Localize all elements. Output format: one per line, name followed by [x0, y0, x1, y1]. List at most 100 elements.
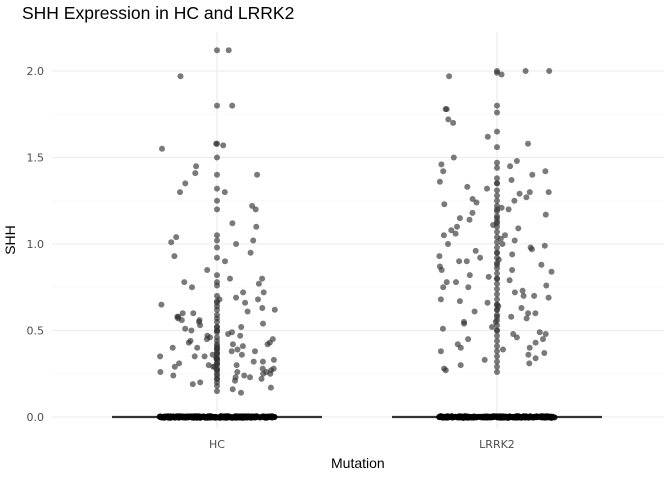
data-point	[511, 197, 518, 204]
y-tick-label: 1.0	[27, 238, 45, 251]
data-point	[260, 289, 267, 296]
data-point	[438, 267, 445, 273]
data-point	[498, 71, 505, 78]
data-point	[547, 413, 554, 420]
data-point	[234, 369, 241, 375]
data-point	[494, 175, 500, 182]
data-point	[477, 254, 484, 261]
data-point	[494, 313, 500, 320]
data-point	[220, 142, 227, 149]
data-point	[234, 346, 241, 353]
data-point	[456, 298, 463, 305]
data-point	[511, 237, 518, 244]
data-point	[519, 287, 526, 294]
data-point	[531, 292, 538, 299]
data-point	[494, 322, 500, 329]
x-tick-labels: HC LRRK2	[209, 438, 515, 451]
data-point	[494, 363, 500, 370]
data-point	[227, 275, 233, 282]
data-point	[494, 164, 500, 171]
data-point	[237, 414, 243, 421]
data-point	[494, 102, 500, 109]
data-point	[440, 168, 447, 175]
data-point	[443, 279, 450, 286]
data-point	[494, 244, 500, 251]
data-point	[214, 382, 220, 389]
data-point	[182, 180, 189, 187]
data-point	[216, 296, 223, 303]
data-point	[494, 280, 500, 287]
data-point	[464, 183, 471, 190]
data-point	[540, 414, 547, 420]
data-point	[452, 413, 459, 420]
data-point	[229, 220, 236, 227]
data-point	[466, 216, 473, 223]
data-point	[465, 336, 472, 343]
data-point	[188, 327, 195, 334]
data-point	[499, 241, 506, 247]
y-tick-label: 0.0	[27, 411, 45, 424]
data-point	[260, 370, 267, 377]
data-point	[254, 171, 261, 178]
data-point	[214, 367, 220, 374]
data-point	[233, 362, 240, 369]
data-point	[471, 308, 478, 315]
data-point	[494, 249, 500, 256]
data-point	[271, 306, 278, 313]
data-point	[442, 367, 449, 374]
data-point	[440, 284, 447, 291]
data-point	[446, 73, 453, 80]
data-point	[472, 247, 479, 254]
data-point	[525, 351, 532, 358]
data-point	[229, 386, 236, 393]
data-point	[522, 68, 529, 74]
data-point	[494, 369, 500, 375]
data-point	[469, 209, 476, 216]
data-point	[443, 106, 450, 113]
data-point	[548, 268, 555, 275]
data-point	[157, 353, 164, 360]
data-point	[252, 206, 259, 213]
data-point	[214, 206, 220, 213]
data-point	[494, 69, 500, 76]
data-point	[494, 348, 500, 355]
data-point	[494, 332, 500, 339]
y-tick-label: 1.5	[27, 152, 45, 165]
data-point	[267, 384, 274, 391]
data-point	[214, 324, 220, 330]
data-point	[170, 372, 177, 379]
data-point	[526, 189, 533, 196]
data-point	[173, 234, 180, 241]
data-point	[494, 353, 500, 360]
data-point	[525, 140, 531, 147]
data-point	[457, 344, 464, 351]
data-point	[221, 189, 228, 196]
data-point	[494, 215, 500, 222]
data-point	[494, 261, 500, 268]
data-point	[520, 292, 527, 299]
data-point	[197, 379, 204, 386]
data-point	[441, 201, 448, 208]
data-point	[509, 267, 516, 273]
data-point	[169, 344, 176, 351]
data-point	[494, 128, 500, 135]
data-point	[540, 336, 546, 343]
data-point	[529, 171, 536, 178]
data-point	[518, 305, 525, 311]
x-tick-label: HC	[209, 438, 225, 451]
data-point	[233, 241, 240, 247]
data-point	[521, 413, 528, 420]
data-point	[229, 341, 236, 348]
data-point	[543, 282, 550, 289]
x-axis-title-text: Mutation	[331, 455, 385, 471]
data-point	[214, 140, 220, 147]
data-point	[484, 299, 491, 306]
data-point	[175, 413, 182, 420]
data-point	[485, 273, 492, 280]
data-point	[526, 360, 533, 367]
data-point	[177, 73, 184, 80]
data-point	[456, 215, 463, 222]
data-point	[259, 365, 266, 372]
data-point	[192, 170, 199, 177]
data-point	[247, 374, 253, 381]
